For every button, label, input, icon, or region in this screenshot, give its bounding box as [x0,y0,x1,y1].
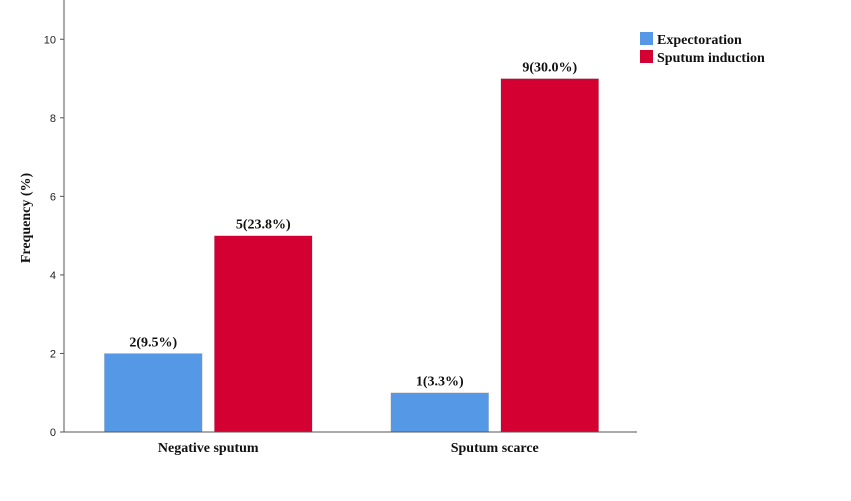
bar-data-label: 5(23.8%) [236,218,291,233]
bar-data-labels: 2(9.5%) 5(23.8%) 1(3.3%) 9(30.0%) [129,61,577,390]
bars [104,78,599,433]
legend-swatch-expectoration [640,32,653,45]
bar-expectoration-0 [104,353,203,433]
y-axis-title: Frequency (%) [19,172,34,263]
bar-expectoration-1 [390,392,489,433]
x-category-label: Sputum scarce [451,441,539,456]
legend-label: Sputum induction [657,51,765,66]
y-tick-label: 10 [44,34,56,46]
bar-sputum-induction-1 [500,78,599,433]
legend-label: Expectoration [657,33,742,48]
y-axis-ticks: 0 2 4 6 8 10 [44,34,64,439]
y-tick-label: 6 [50,191,56,203]
bar-data-label: 9(30.0%) [522,61,577,76]
y-tick-label: 2 [50,348,56,360]
y-tick-label: 8 [50,113,56,125]
x-axis-categories: Negative sputum Sputum scarce [158,441,539,456]
x-category-label: Negative sputum [158,441,259,456]
bar-sputum-induction-0 [214,235,313,433]
bar-data-label: 1(3.3%) [416,375,464,390]
legend-swatch-sputum-induction [640,50,653,63]
bar-data-label: 2(9.5%) [129,335,177,350]
y-tick-label: 0 [50,427,56,439]
legend: Expectoration Sputum induction [640,32,765,66]
y-tick-label: 4 [50,270,56,282]
